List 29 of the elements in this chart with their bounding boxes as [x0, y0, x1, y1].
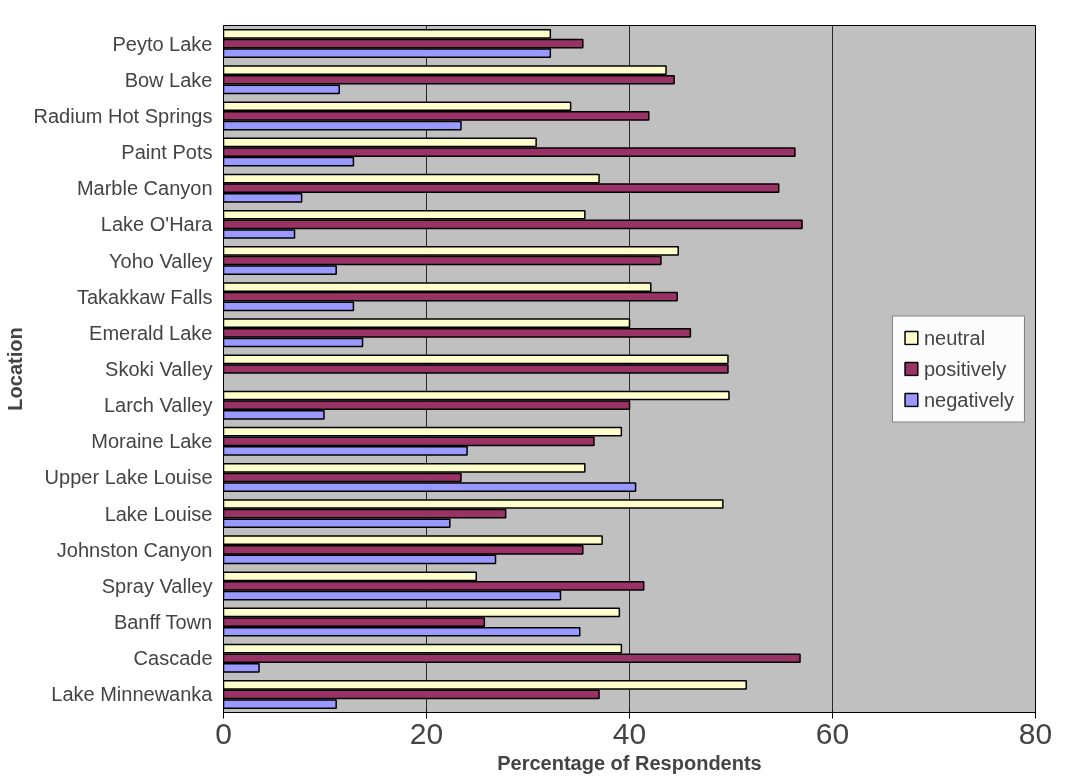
y-tick-label: Radium Hot Springs	[33, 104, 213, 127]
x-tick-label: 40	[612, 716, 647, 750]
x-tick-label: 20	[409, 716, 444, 750]
y-tick-label: Banff Town	[113, 611, 213, 634]
legend-label: positively	[923, 357, 1007, 380]
legend-label: neutral	[923, 326, 986, 349]
x-tick-label: 80	[1018, 716, 1053, 750]
y-tick-label: Emerald Lake	[89, 321, 213, 344]
y-tick-label: Skoki Valley	[105, 358, 213, 380]
y-tick-label: Marble Canyon	[76, 177, 213, 200]
y-tick-label: Lake Minnewanka	[51, 683, 214, 706]
y-tick-label: Moraine Lake	[91, 430, 213, 453]
y-tick-label: Upper Lake Louise	[44, 466, 213, 489]
y-axis-title: Location	[3, 327, 26, 411]
y-tick-label: Takakkaw Falls	[76, 285, 213, 308]
y-tick-label: Larch Valley	[103, 394, 213, 417]
y-tick-label: Cascade	[133, 647, 213, 670]
y-tick-label: Spray Valley	[101, 574, 213, 597]
x-tick-label: 0	[215, 716, 232, 750]
x-axis-title: Percentage of Respondents	[497, 751, 762, 774]
x-tick-label: 60	[815, 716, 850, 750]
y-tick-label: Lake O'Hara	[100, 213, 214, 236]
y-tick-label: Lake Louise	[104, 502, 213, 525]
y-tick-label: Johnston Canyon	[56, 538, 213, 561]
y-tick-label: Peyto Lake	[112, 32, 213, 55]
legend-label: negatively	[923, 388, 1014, 411]
y-tick-label: Bow Lake	[124, 68, 213, 91]
y-tick-label: Yoho Valley	[109, 249, 213, 272]
y-tick-label: Paint Pots	[121, 141, 213, 164]
